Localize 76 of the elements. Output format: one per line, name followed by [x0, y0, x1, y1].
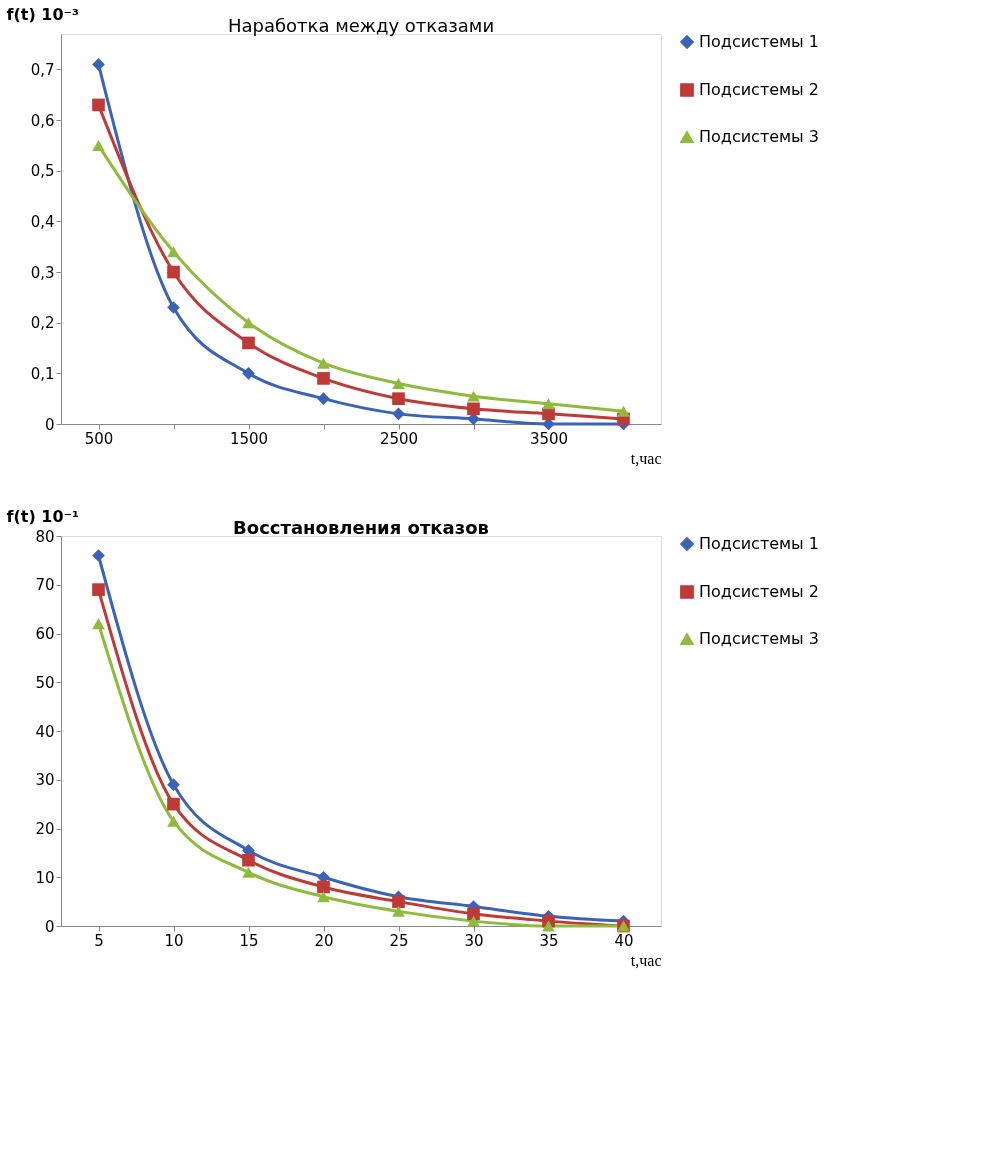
point — [467, 907, 480, 921]
y-tick-label: 0,2 — [30, 314, 55, 333]
chart-title: Наработка между отказами — [227, 15, 495, 36]
point — [392, 378, 405, 389]
x-tick-label: 20 — [314, 931, 334, 950]
point — [167, 778, 180, 791]
y-tick-label: 50 — [35, 673, 55, 692]
legend-label: Подсистемы 1 — [699, 534, 820, 553]
point — [467, 402, 480, 416]
point — [242, 866, 255, 878]
legend-label: Подсистемы 3 — [699, 629, 820, 648]
point — [92, 583, 105, 596]
x-tick-label: 500 — [84, 429, 114, 448]
y-axis-title: f(t) 10⁻³ — [6, 4, 80, 24]
y-tick-label: 0 — [44, 415, 55, 434]
x-tick-label: 5 — [94, 931, 104, 950]
point — [92, 98, 105, 112]
x-tick-label: 2500 — [379, 429, 419, 448]
x-tick-label: 25 — [389, 931, 409, 950]
x-axis-title: t,час — [630, 951, 662, 969]
y-tick-label: 10 — [35, 868, 55, 887]
y-tick-label: 0,1 — [30, 364, 55, 383]
point — [317, 357, 330, 369]
legend-label: Подсистемы 3 — [699, 127, 820, 146]
point — [92, 139, 105, 151]
point — [617, 405, 630, 417]
point — [92, 549, 105, 562]
y-tick-label: 60 — [35, 625, 55, 643]
point — [392, 895, 405, 908]
point — [392, 392, 405, 405]
point — [167, 265, 180, 279]
point — [467, 390, 480, 402]
x-tick-label: 35 — [539, 931, 559, 950]
x-axis-title: t,час — [630, 449, 662, 467]
point — [392, 407, 405, 421]
point — [167, 815, 180, 827]
point — [542, 398, 555, 410]
point — [467, 915, 480, 927]
point — [317, 891, 330, 903]
y-tick-label: 0,6 — [30, 111, 55, 130]
point — [242, 336, 255, 350]
point — [242, 853, 255, 867]
point — [317, 880, 330, 894]
y-tick-label: 20 — [35, 820, 55, 838]
y-tick-label: 0 — [44, 917, 55, 936]
x-tick-label: 10 — [164, 931, 184, 950]
y-tick-label: 70 — [35, 576, 55, 595]
point — [542, 920, 555, 932]
point — [317, 372, 330, 385]
point — [242, 367, 255, 380]
legend-label: Подсистемы 2 — [699, 582, 820, 601]
chart-title: Восстановления отказов — [233, 517, 489, 538]
y-tick-label: 0,5 — [30, 162, 55, 181]
point — [92, 58, 105, 71]
y-tick-label: 40 — [35, 722, 55, 741]
point — [392, 905, 405, 917]
point — [92, 618, 105, 630]
point — [242, 317, 255, 329]
x-tick-label: 15 — [239, 931, 259, 950]
point — [167, 246, 180, 258]
x-tick-label: 3500 — [529, 429, 569, 448]
y-tick-label: 80 — [35, 527, 55, 546]
x-tick-label: 30 — [464, 931, 484, 950]
x-tick-label: 1500 — [229, 429, 269, 448]
point — [167, 797, 180, 811]
y-tick-label: 0,3 — [30, 263, 55, 282]
point — [167, 301, 180, 314]
point — [542, 407, 555, 421]
legend-label: Подсистемы 1 — [699, 32, 820, 51]
x-tick-label: 40 — [614, 931, 634, 950]
y-tick-label: 0,4 — [30, 212, 55, 231]
y-tick-label: 0,7 — [30, 60, 55, 79]
point — [317, 392, 330, 405]
y-tick-label: 30 — [35, 771, 55, 790]
y-axis-title: f(t) 10⁻¹ — [6, 506, 80, 526]
legend-label: Подсистемы 2 — [699, 80, 820, 99]
